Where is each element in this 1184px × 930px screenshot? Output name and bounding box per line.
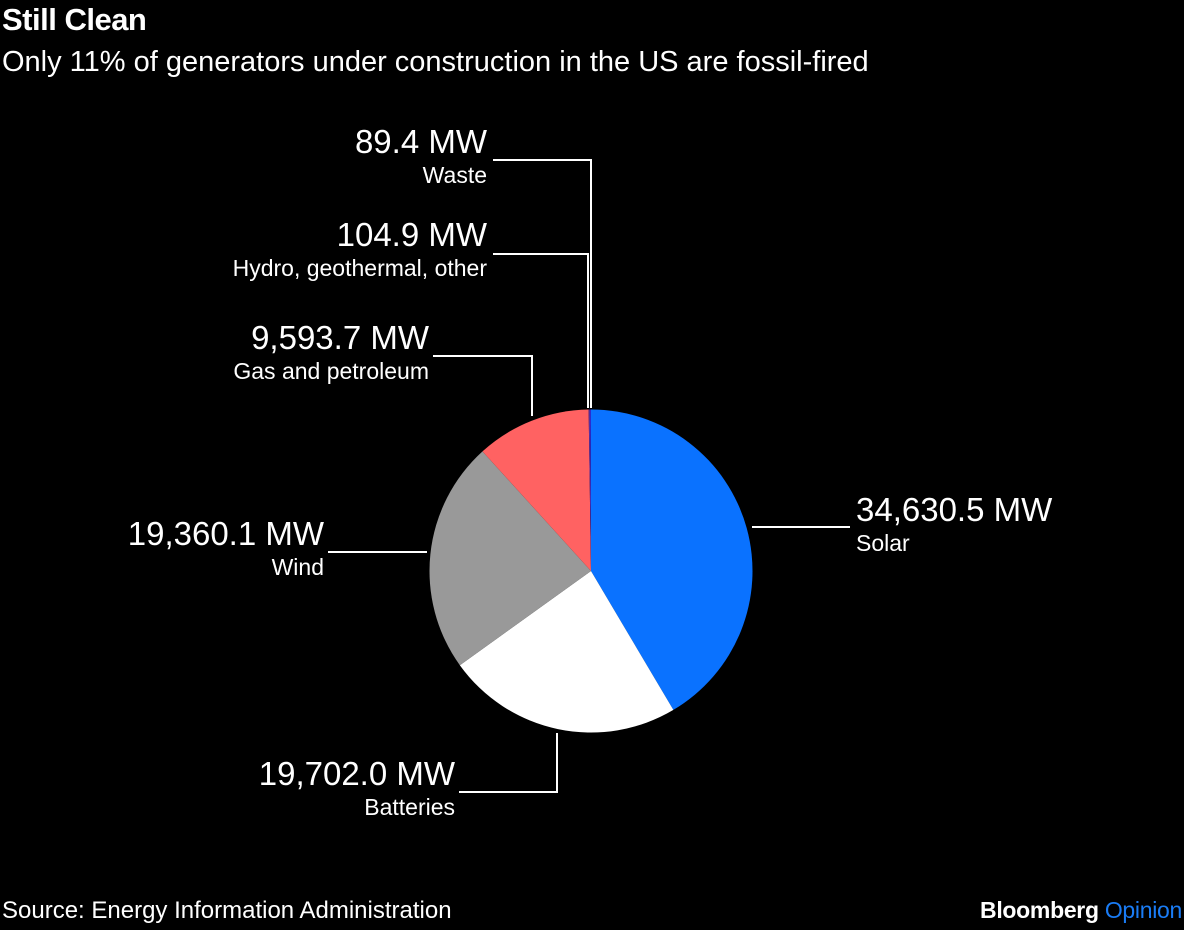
label-gas: 9,593.7 MW Gas and petroleum bbox=[233, 319, 429, 385]
leader-line-hydro bbox=[493, 253, 589, 408]
logo-section: Opinion bbox=[1104, 897, 1182, 923]
value-label: 19,360.1 MW bbox=[127, 515, 324, 552]
chart-subtitle: Only 11% of generators under constructio… bbox=[2, 46, 869, 78]
category-label: Batteries bbox=[364, 794, 455, 820]
label-hydro: 104.9 MW Hydro, geothermal, other bbox=[233, 216, 487, 282]
label-wind: 19,360.1 MW Wind bbox=[128, 515, 324, 581]
value-label: 19,702.0 MW bbox=[258, 755, 455, 792]
label-batteries: 19,702.0 MW Batteries bbox=[259, 755, 455, 821]
leader-line-batteries bbox=[459, 733, 558, 793]
chart-title: Still Clean bbox=[2, 2, 147, 37]
pie-slice-hydro-geothermal-other bbox=[588, 409, 591, 571]
leader-line-waste bbox=[493, 159, 592, 408]
value-label: 34,630.5 MW bbox=[856, 491, 1053, 528]
logo-brand: Bloomberg bbox=[980, 897, 1099, 923]
source-note: Source: Energy Information Administratio… bbox=[2, 897, 452, 924]
pie-slice-waste bbox=[589, 409, 591, 571]
category-label: Wind bbox=[271, 554, 324, 580]
value-label: 104.9 MW bbox=[336, 216, 487, 253]
category-label: Hydro, geothermal, other bbox=[232, 255, 487, 281]
value-label: 9,593.7 MW bbox=[251, 319, 429, 356]
bloomberg-opinion-logo: Bloomberg Opinion bbox=[980, 897, 1182, 924]
label-waste: 89.4 MW Waste bbox=[355, 123, 487, 189]
label-solar: 34,630.5 MW Solar bbox=[856, 491, 1052, 557]
pie-slice-wind bbox=[429, 451, 591, 666]
pie-slice-solar bbox=[591, 409, 753, 710]
pie-slice-gas-and-petroleum bbox=[482, 409, 591, 571]
category-label: Gas and petroleum bbox=[233, 358, 429, 384]
pie-slice-batteries bbox=[459, 571, 674, 733]
category-label: Solar bbox=[856, 530, 910, 556]
leader-line-gas bbox=[433, 355, 533, 416]
category-label: Waste bbox=[422, 162, 487, 188]
value-label: 89.4 MW bbox=[354, 123, 487, 160]
